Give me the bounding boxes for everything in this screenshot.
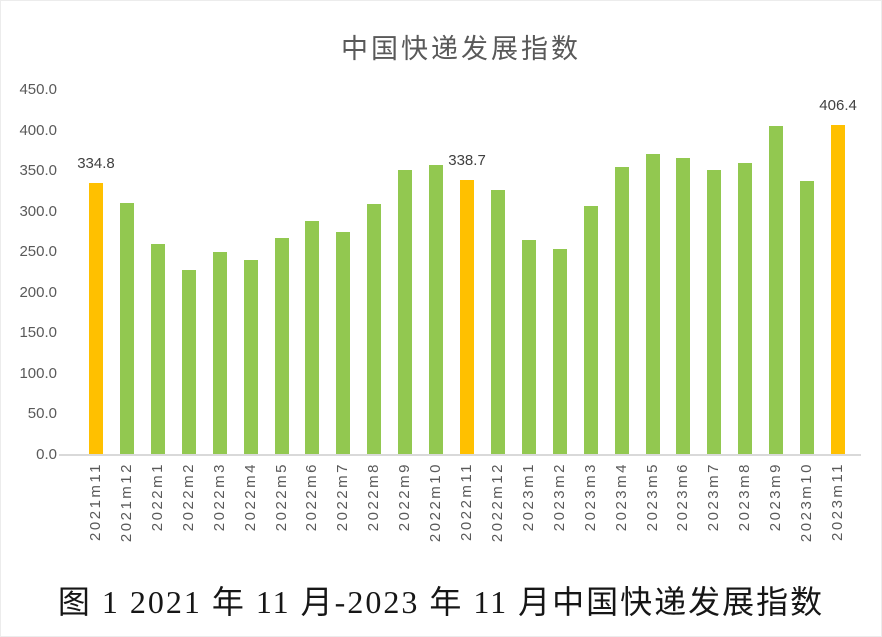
y-tick-label: 200.0: [19, 283, 57, 301]
bar-slot-2023m5: [623, 90, 683, 455]
x-tick-label-2023m3: 2023m3: [581, 462, 599, 532]
bar-2022m4: [243, 259, 258, 455]
x-tick-label-2023m5: 2023m5: [643, 462, 661, 532]
y-tick-label: 250.0: [19, 243, 57, 261]
x-tick-label-2022m2: 2022m2: [179, 462, 197, 532]
bar-2023m9: [769, 126, 784, 455]
data-label-2023m11: 406.4: [819, 97, 857, 115]
bar-2023m8: [738, 162, 753, 455]
y-axis: 0.0 50.0 100.0 150.0 200.0 250.0 300.0 350.0 400…: [1, 81, 57, 463]
bar-slot-2022m10: [406, 90, 466, 455]
bar-slot-2022m7: [313, 90, 373, 455]
bar-2022m9: [398, 169, 413, 455]
bar-slot-2023m11: 406.4: [808, 90, 868, 455]
x-tick-label-2022m4: 2022m4: [241, 462, 259, 532]
bar-slot-2021m12: [97, 90, 157, 455]
y-tick-label: 300.0: [19, 202, 57, 220]
bar-slot-2023m10: [777, 90, 837, 455]
bar-2022m6: [305, 220, 320, 455]
y-tick-label: 450.0: [19, 81, 57, 98]
x-axis-labels: 2021m11 2021m12 2022m1 2022m2 2022m3 2022m4 20…: [63, 462, 859, 562]
bar-2022m12: [490, 189, 505, 455]
chart-title: 中国快递发展指数: [341, 34, 581, 64]
bar-slot-2022m4: [221, 90, 281, 455]
bar-slot-2022m5: [252, 90, 312, 455]
x-tick-label-2023m1: 2023m1: [519, 462, 537, 532]
x-tick-label-2023m4: 2023m4: [612, 462, 630, 532]
x-tick-label-2023m10: 2023m10: [798, 462, 816, 543]
bar-slot-2023m9: [746, 90, 806, 455]
bar-slot-2023m8: [715, 90, 775, 455]
bar-slot-2022m11: 338.7: [437, 90, 497, 455]
x-axis-line: [59, 454, 861, 456]
bar-2022m10: [429, 165, 444, 455]
plot-area: 334.8 338.7 406.4: [63, 90, 859, 455]
x-tick-label-2022m9: 2022m9: [396, 462, 414, 532]
bar-2023m6: [676, 158, 691, 455]
bar-2022m1: [150, 244, 165, 455]
bar-slot-2022m3: [190, 90, 250, 455]
x-tick-label-2022m1: 2022m1: [148, 462, 166, 532]
bar-2023m7: [707, 169, 722, 455]
x-tick-label-2022m8: 2022m8: [365, 462, 383, 532]
bar-2023m3: [583, 206, 598, 455]
bar-slot-2022m2: [159, 90, 219, 455]
x-tick-label-2022m3: 2022m3: [210, 462, 228, 532]
bar-slot-2023m6: [653, 90, 713, 455]
bar-2021m12: [119, 202, 134, 455]
bar-2022m3: [212, 252, 227, 455]
x-tick-label-2022m7: 2022m7: [334, 462, 352, 532]
y-tick-label: 0.0: [36, 446, 57, 463]
bar-slot-2023m2: [530, 90, 590, 455]
x-tick-label-2021m11: 2021m11: [87, 462, 104, 541]
figure-caption: 图 1 2021 年 11 月-2023 年 11 月中国快递发展指数: [57, 584, 825, 620]
x-tick-label-2021m12: 2021m12: [117, 462, 135, 543]
y-tick-label: 50.0: [27, 405, 57, 423]
x-tick-label-2023m9: 2023m9: [767, 462, 785, 532]
x-tick-label-2023m6: 2023m6: [674, 462, 692, 532]
bar-2023m10: [800, 180, 815, 455]
x-tick-label-2023m11: 2023m11: [829, 462, 847, 541]
y-tick-label: 150.0: [19, 324, 57, 342]
bar-slot-2023m7: [684, 90, 744, 455]
x-tick-label-2023m8: 2023m8: [736, 462, 754, 532]
bar-2023m11: [831, 125, 846, 455]
y-tick-label: 100.0: [19, 364, 57, 382]
bar-slot-2022m8: [344, 90, 404, 455]
bar-slot-2022m6: [282, 90, 342, 455]
y-tick-label: 350.0: [19, 162, 57, 180]
y-tick-label: 400.0: [19, 121, 57, 139]
bar-2022m11: [460, 180, 475, 455]
data-label-2022m11: 338.7: [448, 152, 486, 170]
bar-2022m8: [367, 203, 382, 455]
x-tick-label-2022m12: 2022m12: [488, 462, 506, 543]
bar-2023m4: [614, 167, 629, 455]
bar-slot-2023m3: [561, 90, 621, 455]
x-tick-label-2023m7: 2023m7: [705, 462, 723, 532]
bar-2022m2: [181, 269, 196, 455]
bar-slot-2023m4: [592, 90, 652, 455]
bar-slot-2022m9: [375, 90, 435, 455]
x-tick-label-2022m10: 2022m10: [427, 462, 445, 543]
x-tick-label-2023m2: 2023m2: [550, 462, 568, 532]
bar-2023m1: [521, 240, 536, 455]
bar-slot-2021m11: 334.8: [66, 90, 126, 455]
bar-2023m2: [552, 248, 567, 455]
bar-slot-2022m12: [468, 90, 528, 455]
x-tick-label-2022m5: 2022m5: [272, 462, 290, 532]
bar-2021m11: [89, 183, 103, 455]
x-tick-label-2022m11: 2022m11: [458, 462, 476, 541]
bar-2023m5: [645, 154, 660, 455]
bar-slot-2023m1: [499, 90, 559, 455]
bar-2022m7: [336, 231, 351, 455]
bar-slot-2022m1: [128, 90, 188, 455]
x-tick-label-2022m6: 2022m6: [303, 462, 321, 532]
data-label-2021m11: 334.8: [77, 155, 115, 173]
bar-2022m5: [274, 237, 289, 455]
